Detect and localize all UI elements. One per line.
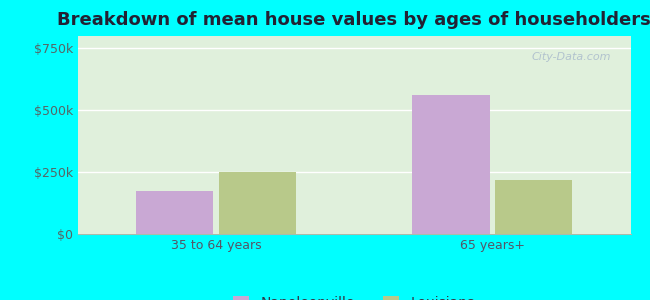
Bar [495,180,573,234]
Bar [136,191,213,234]
Bar [412,95,489,234]
Legend: Napoleonville, Louisiana: Napoleonville, Louisiana [233,296,476,300]
Text: City-Data.com: City-Data.com [531,52,610,62]
Title: Breakdown of mean house values by ages of householders: Breakdown of mean house values by ages o… [57,11,650,29]
Bar [219,172,296,234]
